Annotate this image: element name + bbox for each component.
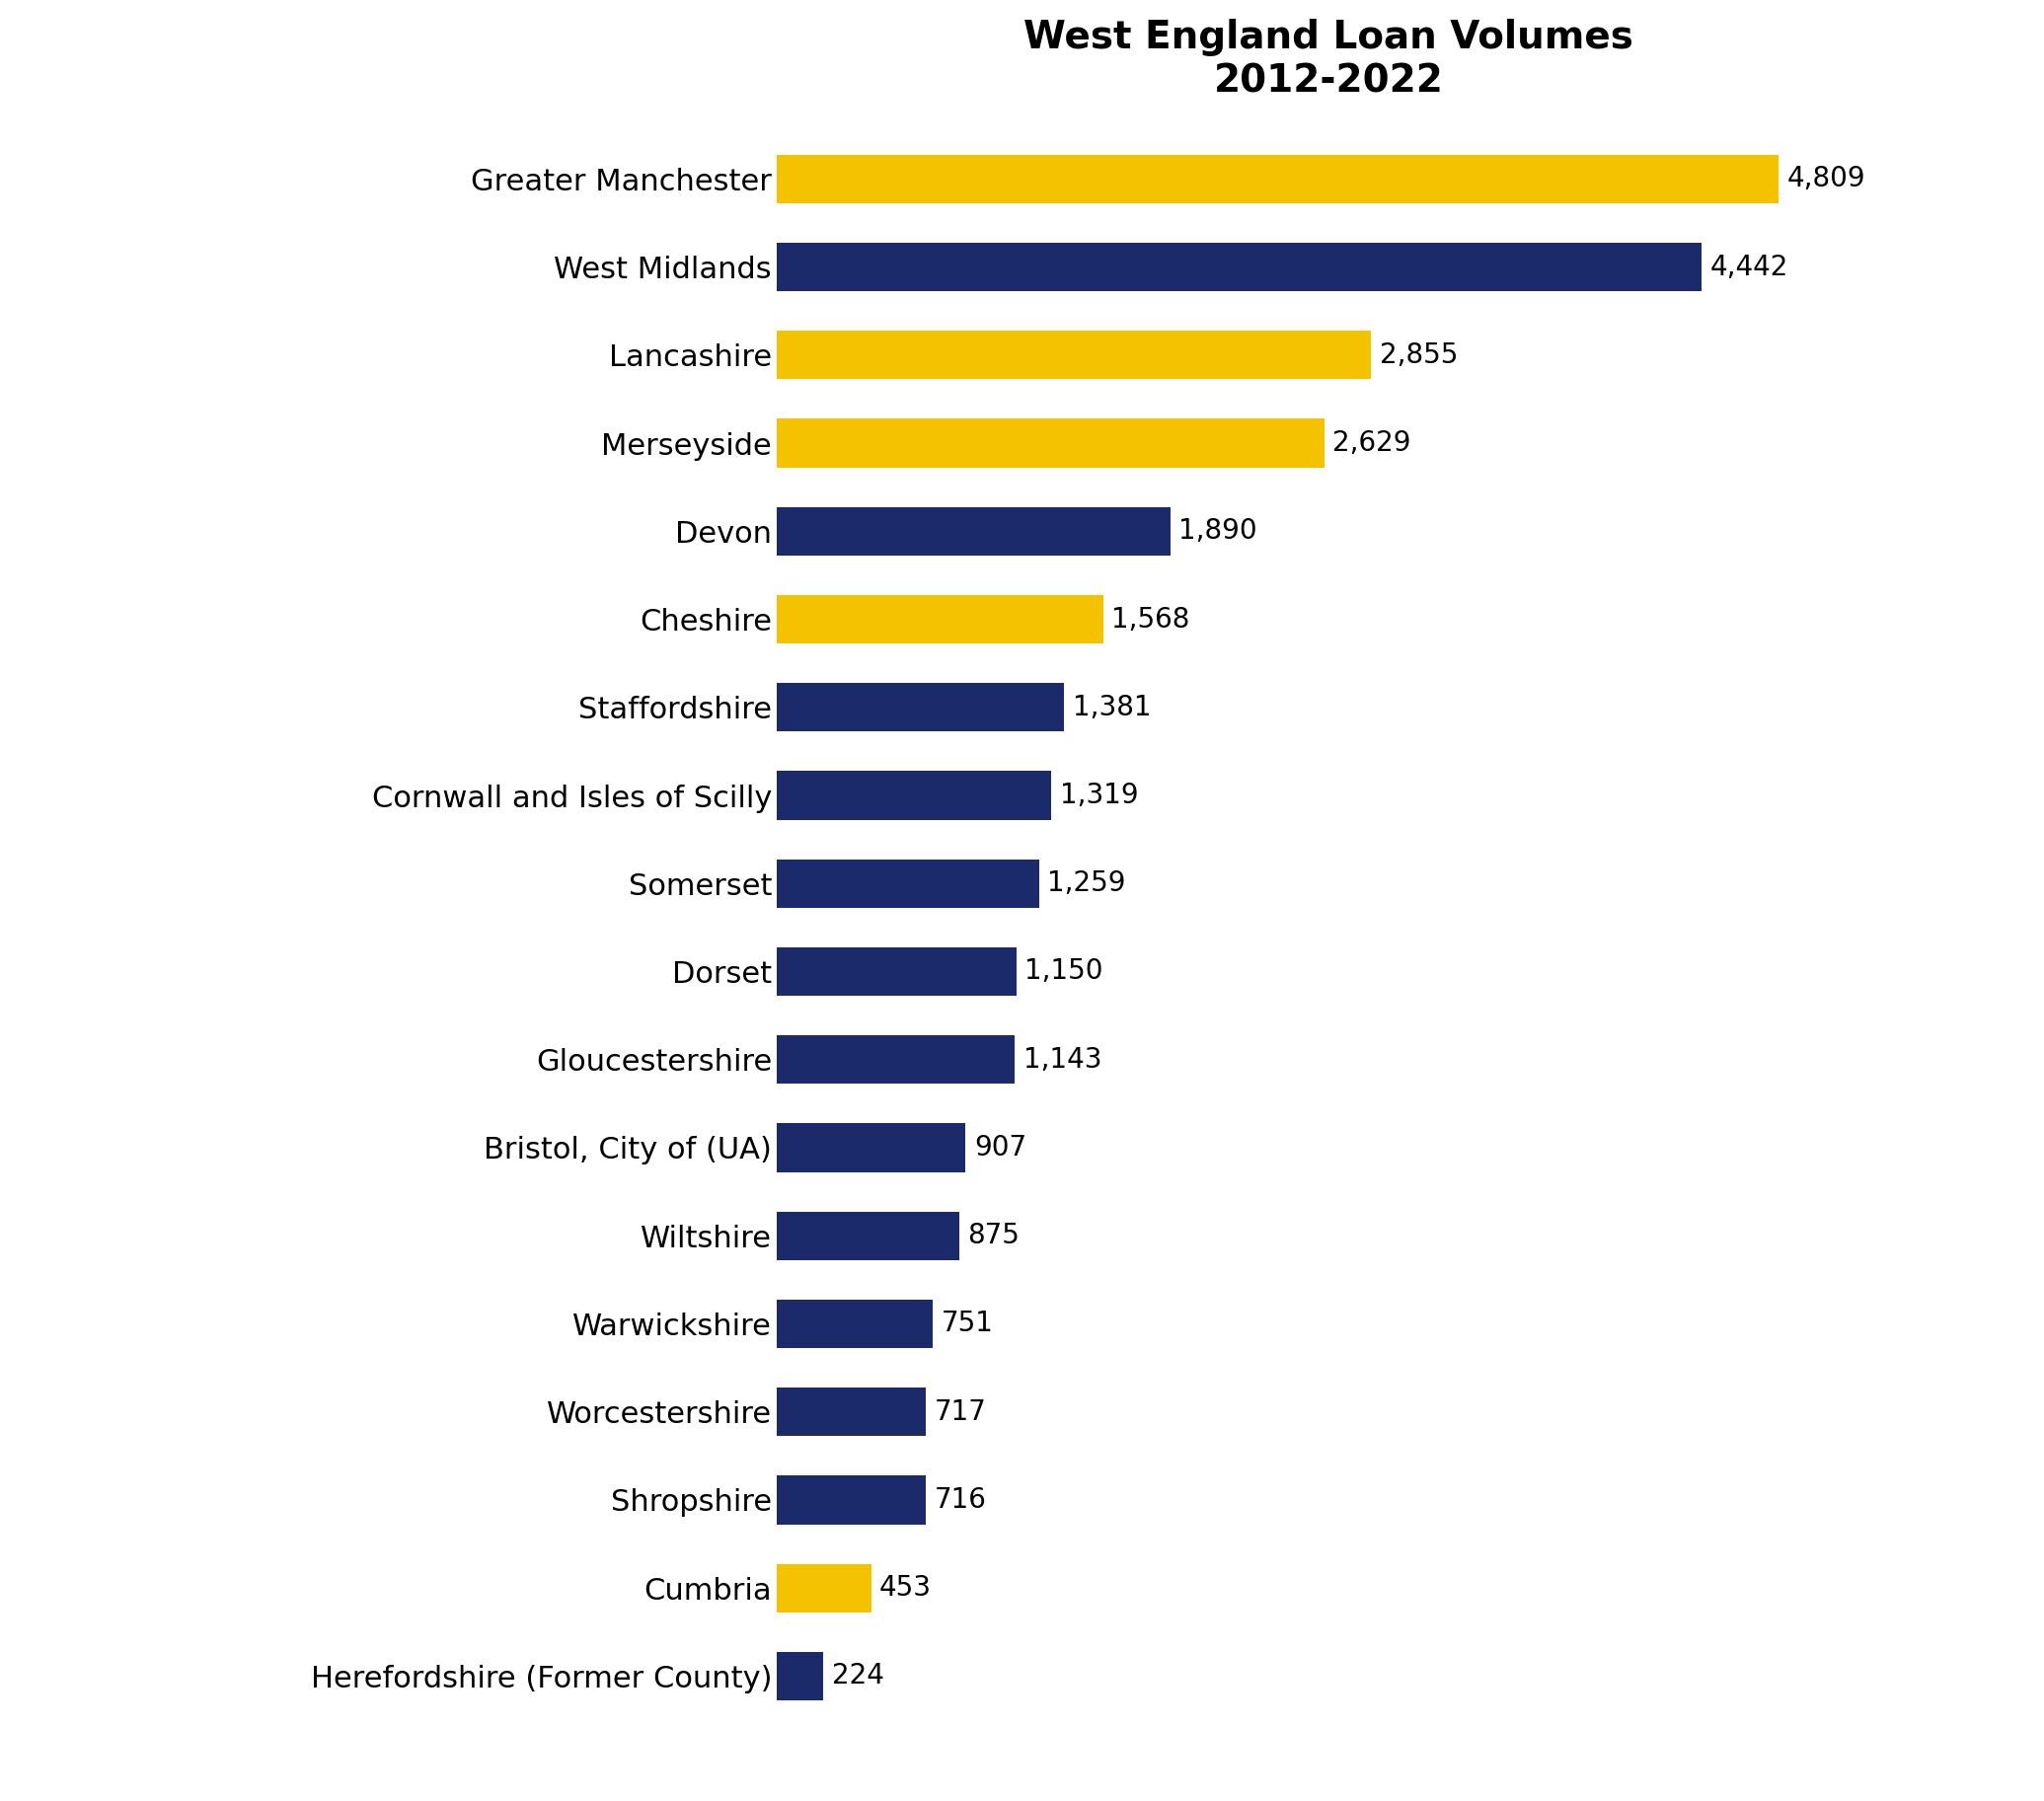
Bar bbox=[777, 771, 1051, 819]
Bar bbox=[777, 331, 1372, 380]
Bar bbox=[777, 1036, 1014, 1084]
Bar bbox=[777, 1124, 965, 1172]
Bar bbox=[777, 683, 1065, 731]
Text: 717: 717 bbox=[934, 1398, 987, 1426]
Bar bbox=[777, 594, 1104, 643]
Text: 907: 907 bbox=[973, 1135, 1026, 1162]
Bar bbox=[777, 155, 1778, 204]
Bar bbox=[777, 420, 1325, 466]
Text: 751: 751 bbox=[942, 1309, 993, 1338]
Text: 1,890: 1,890 bbox=[1179, 517, 1257, 546]
Text: 875: 875 bbox=[967, 1221, 1020, 1250]
Bar bbox=[777, 243, 1703, 292]
Text: 4,442: 4,442 bbox=[1711, 254, 1788, 281]
Text: 453: 453 bbox=[879, 1574, 932, 1601]
Text: 1,143: 1,143 bbox=[1024, 1046, 1102, 1073]
Text: 1,381: 1,381 bbox=[1073, 693, 1151, 720]
Text: 1,568: 1,568 bbox=[1112, 605, 1190, 634]
Text: 1,319: 1,319 bbox=[1059, 782, 1139, 809]
Text: 224: 224 bbox=[832, 1662, 883, 1689]
Text: 1,150: 1,150 bbox=[1024, 958, 1104, 985]
Text: 716: 716 bbox=[934, 1486, 987, 1515]
Bar bbox=[777, 1300, 934, 1349]
Bar bbox=[777, 1212, 959, 1261]
Bar bbox=[777, 506, 1171, 555]
Bar bbox=[777, 1563, 871, 1612]
Text: 2,629: 2,629 bbox=[1333, 429, 1410, 457]
Bar bbox=[777, 1389, 926, 1435]
Bar bbox=[777, 1475, 926, 1524]
Bar bbox=[777, 947, 1016, 996]
Title: West England Loan Volumes
2012-2022: West England Loan Volumes 2012-2022 bbox=[1024, 18, 1633, 99]
Text: 4,809: 4,809 bbox=[1786, 166, 1864, 193]
Bar bbox=[777, 1652, 824, 1700]
Text: 1,259: 1,259 bbox=[1047, 870, 1126, 897]
Bar bbox=[777, 859, 1038, 908]
Text: 2,855: 2,855 bbox=[1380, 340, 1457, 369]
